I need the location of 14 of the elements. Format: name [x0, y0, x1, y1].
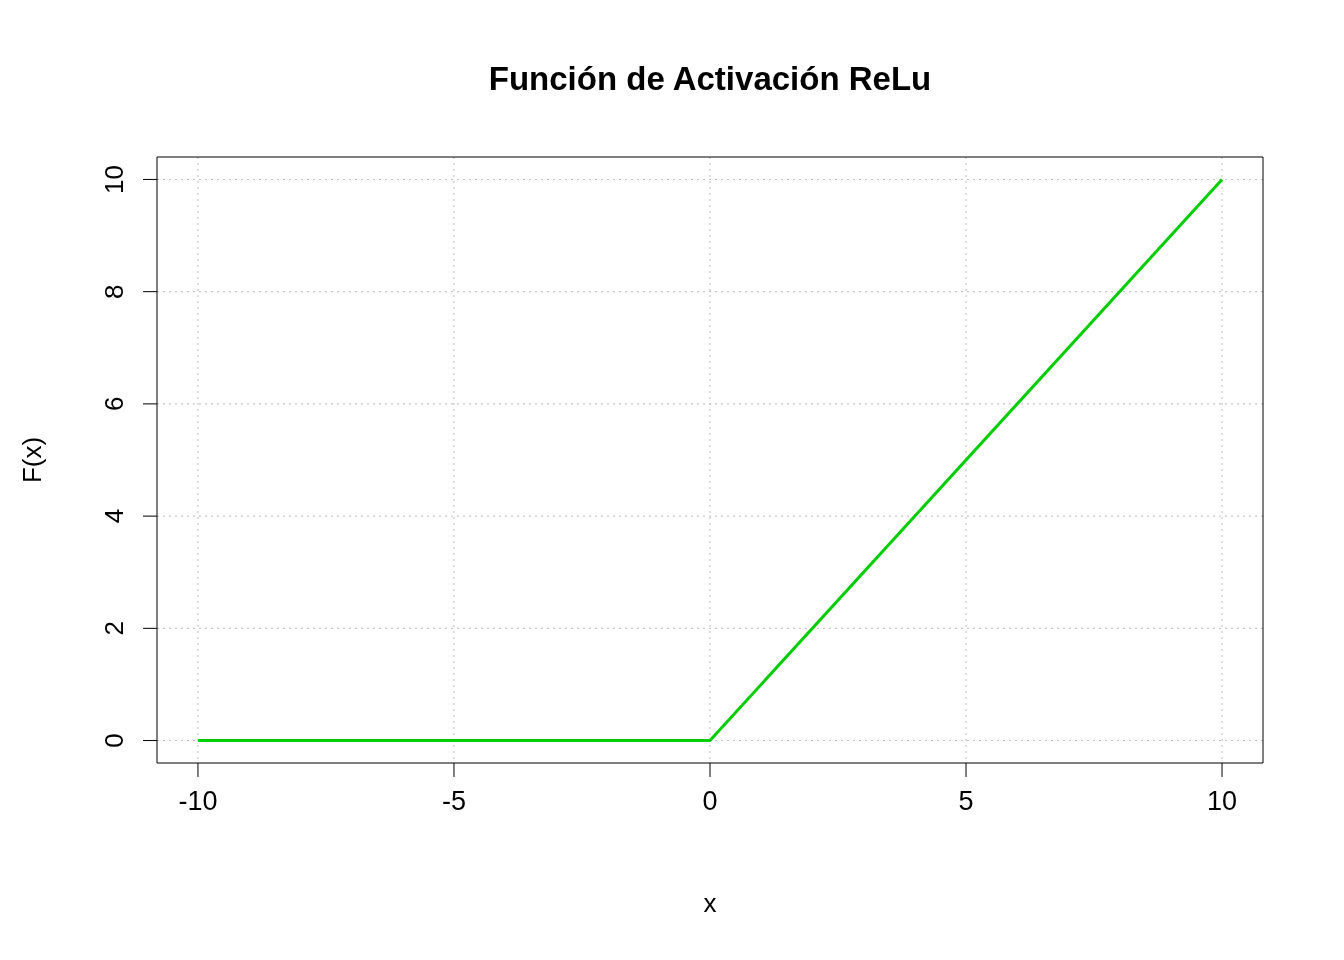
y-tick-label: 0	[99, 733, 129, 748]
y-tick-label: 6	[99, 396, 129, 412]
x-tick-label: 10	[1207, 786, 1238, 817]
chart-title: Función de Activación ReLu	[487, 60, 933, 98]
x-tick-label: 5	[958, 786, 974, 817]
x-tick-label: 0	[702, 786, 718, 817]
y-tick-label: 4	[99, 508, 129, 524]
y-tick-label: 8	[99, 284, 129, 299]
y-tick-label: 2	[99, 621, 129, 636]
x-tick-label: -5	[441, 786, 466, 817]
x-tick-label: -10	[178, 786, 218, 817]
x-axis-title: x	[703, 888, 717, 918]
y-tick-label: 10	[99, 164, 129, 194]
y-axis-title: F(x)	[17, 436, 47, 484]
